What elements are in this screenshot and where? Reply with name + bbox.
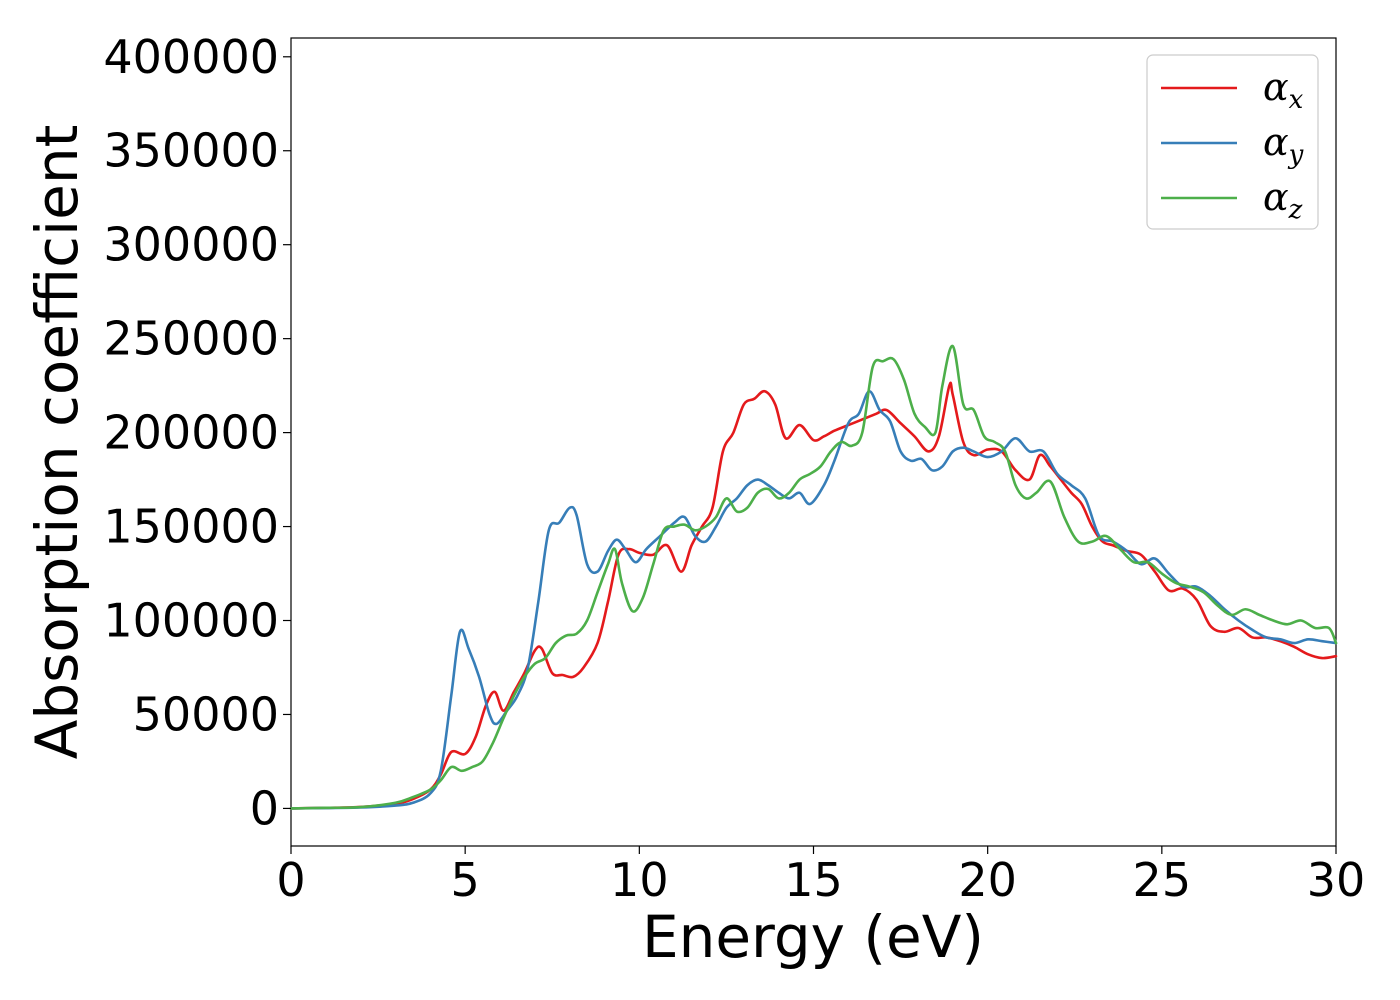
series-line-alpha-y xyxy=(289,389,1338,810)
series-line-alpha-x xyxy=(289,381,1338,810)
x-tick-label-4: 20 xyxy=(958,853,1017,907)
x-tick-label-5: 25 xyxy=(1133,853,1192,907)
y-tick-label-5: 250000 xyxy=(103,312,279,366)
legend-subscript-y: y xyxy=(1288,140,1304,170)
y-tick-label-7: 350000 xyxy=(103,124,279,178)
y-tick-label-8: 400000 xyxy=(103,30,279,84)
x-tick-label-0: 0 xyxy=(276,853,305,907)
y-tick-label-2: 100000 xyxy=(103,594,279,648)
legend-subscript-z: z xyxy=(1288,195,1303,225)
y-tick-label-3: 150000 xyxy=(103,500,279,554)
legend-subscript-x: x xyxy=(1289,85,1304,115)
x-axis: 0 5 10 15 20 25 30 xyxy=(276,846,1365,907)
series-line-alpha-z xyxy=(289,344,1338,810)
x-axis-label: Energy (eV) xyxy=(642,903,984,971)
y-tick-label-0: 0 xyxy=(250,781,279,835)
x-tick-label-3: 15 xyxy=(784,853,843,907)
x-tick-label-6: 30 xyxy=(1307,853,1366,907)
x-tick-label-2: 10 xyxy=(610,853,669,907)
x-tick-label-1: 5 xyxy=(451,853,480,907)
y-tick-label-1: 50000 xyxy=(133,687,279,741)
y-tick-label-4: 200000 xyxy=(103,406,279,460)
y-axis-label: Absorption coefficient xyxy=(23,125,91,760)
y-axis: 0 50000 100000 150000 200000 250000 300000 3500… xyxy=(103,30,291,835)
y-tick-label-6: 300000 xyxy=(103,218,279,272)
series-layer xyxy=(289,344,1338,810)
